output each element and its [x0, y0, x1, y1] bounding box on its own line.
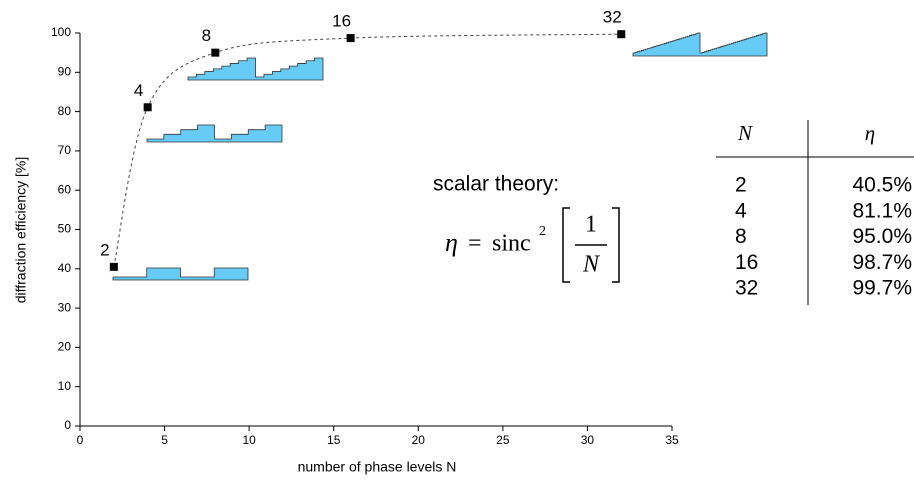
table-cell: 40.5%	[852, 174, 912, 197]
formula-num: 1	[585, 212, 597, 238]
formula-fn: sinc	[492, 231, 531, 257]
y-tick-label: 10	[58, 379, 72, 393]
table-cell: 4	[735, 199, 747, 222]
x-tick-label: 25	[496, 433, 510, 447]
point-label: 2	[100, 240, 109, 259]
x-tick-label: 15	[327, 433, 341, 447]
table-cell: 16	[735, 251, 758, 274]
marker	[109, 262, 118, 271]
y-tick-label: 80	[58, 104, 72, 118]
table-cell: 95.0%	[852, 225, 912, 248]
table-header: N	[737, 121, 753, 145]
point-label: 32	[603, 8, 622, 27]
y-tick-label: 60	[58, 182, 72, 196]
formula-den: N	[582, 252, 601, 278]
dashed-curve	[113, 33, 622, 267]
x-axis-label: number of phase levels N	[298, 459, 457, 475]
table-cell: 99.7%	[852, 277, 912, 300]
formula-op: =	[468, 231, 482, 257]
grating-icon	[146, 124, 283, 143]
table-cell: 32	[735, 277, 758, 300]
marker	[617, 30, 626, 39]
x-tick-label: 30	[581, 433, 595, 447]
marker	[211, 48, 220, 57]
formula-lhs: η	[445, 228, 458, 257]
grating-icon	[632, 32, 768, 57]
formula-brackets	[562, 207, 620, 283]
formula: η = sinc 2 1 N	[445, 207, 620, 283]
annotation: scalar theory:	[433, 173, 559, 196]
y-tick-label: 100	[51, 25, 71, 39]
table-cell: 8	[735, 225, 747, 248]
x-tick-label: 5	[161, 433, 168, 447]
table-cell: 81.1%	[852, 199, 912, 222]
table-cell: 2	[735, 174, 747, 197]
x-tick-label: 0	[77, 433, 84, 447]
point-label: 4	[134, 81, 143, 100]
formula-exp: 2	[539, 224, 546, 239]
grating-icon	[187, 57, 324, 81]
grating-icon	[112, 267, 249, 281]
y-tick-label: 30	[58, 300, 72, 314]
y-tick-label: 20	[58, 340, 72, 354]
x-tick-label: 10	[242, 433, 256, 447]
y-axis-label: diffraction efficiency [%]	[13, 157, 29, 304]
y-tick-label: 40	[58, 261, 72, 275]
point-label: 16	[332, 12, 351, 31]
y-tick-label: 70	[58, 143, 72, 157]
y-tick-label: 50	[58, 222, 72, 236]
table-header: η	[865, 121, 875, 145]
point-label: 8	[202, 26, 211, 45]
marker	[346, 34, 355, 43]
x-tick-label: 20	[412, 433, 426, 447]
y-tick-label: 0	[64, 418, 71, 432]
table-cell: 98.7%	[852, 251, 912, 274]
marker	[143, 103, 152, 112]
y-tick-label: 90	[58, 64, 72, 78]
x-tick-label: 35	[665, 433, 679, 447]
